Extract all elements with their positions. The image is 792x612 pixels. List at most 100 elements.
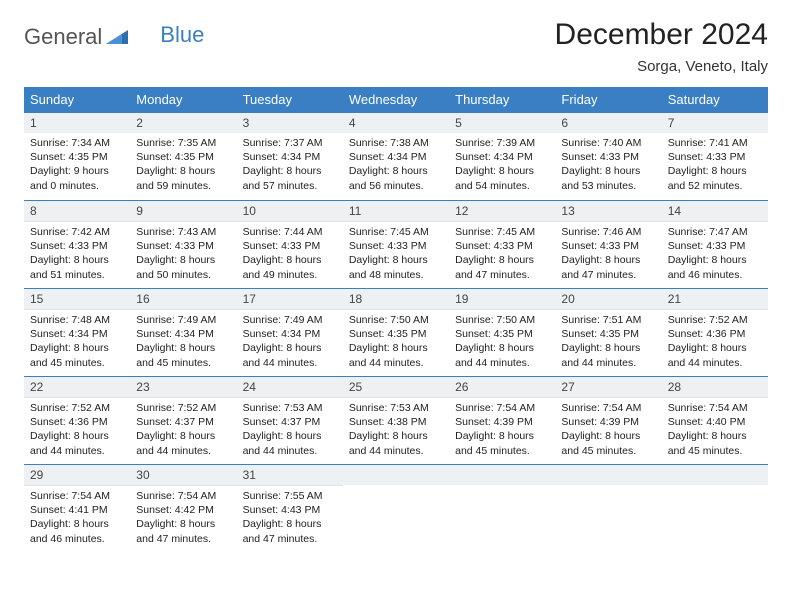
- daylight-line: Daylight: 8 hours and 59 minutes.: [136, 164, 230, 192]
- daylight-line: Daylight: 8 hours and 44 minutes.: [243, 429, 337, 457]
- sunrise-line: Sunrise: 7:47 AM: [668, 225, 762, 239]
- sunrise-line: Sunrise: 7:35 AM: [136, 136, 230, 150]
- calendar-table: Sunday Monday Tuesday Wednesday Thursday…: [24, 87, 768, 552]
- sunrise-line: Sunrise: 7:54 AM: [30, 489, 124, 503]
- calendar-cell: [662, 464, 768, 552]
- day-number: 23: [130, 376, 236, 398]
- day-details: Sunrise: 7:37 AMSunset: 4:34 PMDaylight:…: [237, 133, 343, 197]
- sunset-line: Sunset: 4:33 PM: [136, 239, 230, 253]
- sunset-line: Sunset: 4:33 PM: [668, 150, 762, 164]
- sunset-line: Sunset: 4:40 PM: [668, 415, 762, 429]
- day-number: 15: [24, 288, 130, 310]
- sunset-line: Sunset: 4:37 PM: [136, 415, 230, 429]
- day-number: 5: [449, 112, 555, 133]
- daylight-line: Daylight: 8 hours and 52 minutes.: [668, 164, 762, 192]
- day-details: Sunrise: 7:54 AMSunset: 4:40 PMDaylight:…: [662, 398, 768, 462]
- day-details: Sunrise: 7:44 AMSunset: 4:33 PMDaylight:…: [237, 222, 343, 286]
- day-details: Sunrise: 7:54 AMSunset: 4:39 PMDaylight:…: [449, 398, 555, 462]
- calendar-cell: 10Sunrise: 7:44 AMSunset: 4:33 PMDayligh…: [237, 200, 343, 288]
- daylight-line: Daylight: 8 hours and 54 minutes.: [455, 164, 549, 192]
- calendar-cell: 20 Sunrise: 7:51 AMSunset: 4:35 PMDayligh…: [555, 288, 661, 376]
- daylight-line: Daylight: 8 hours and 44 minutes.: [455, 341, 549, 369]
- sunset-line: Sunset: 4:35 PM: [561, 327, 655, 341]
- sunrise-line: Sunrise: 7:40 AM: [561, 136, 655, 150]
- sunrise-line: Sunrise: 7:53 AM: [243, 401, 337, 415]
- day-details: Sunrise: 7:55 AMSunset: 4:43 PMDaylight:…: [237, 486, 343, 550]
- day-number: 22: [24, 376, 130, 398]
- sunset-line: Sunset: 4:39 PM: [561, 415, 655, 429]
- day-number: 30: [130, 464, 236, 486]
- day-details: Sunrise: 7:40 AMSunset: 4:33 PMDaylight:…: [555, 133, 661, 197]
- sunrise-line: Sunrise: 7:51 AM: [561, 313, 655, 327]
- sunset-line: Sunset: 4:34 PM: [30, 327, 124, 341]
- calendar-page: General Blue December 2024 Sorga, Veneto…: [0, 0, 792, 552]
- daylight-line: Daylight: 8 hours and 56 minutes.: [349, 164, 443, 192]
- calendar-cell: 27Sunrise: 7:54 AMSunset: 4:39 PMDayligh…: [555, 376, 661, 464]
- sunrise-line: Sunrise: 7:53 AM: [349, 401, 443, 415]
- daylight-line: Daylight: 8 hours and 57 minutes.: [243, 164, 337, 192]
- day-details: Sunrise: 7:48 AMSunset: 4:34 PMDaylight:…: [24, 310, 130, 374]
- day-number: 29: [24, 464, 130, 486]
- day-number: 24: [237, 376, 343, 398]
- calendar-cell: 29Sunrise: 7:54 AMSunset: 4:41 PMDayligh…: [24, 464, 130, 552]
- calendar-cell: 3Sunrise: 7:37 AMSunset: 4:34 PMDaylight…: [237, 112, 343, 200]
- sunset-line: Sunset: 4:34 PM: [136, 327, 230, 341]
- sunrise-line: Sunrise: 7:34 AM: [30, 136, 124, 150]
- daylight-line: Daylight: 8 hours and 46 minutes.: [30, 517, 124, 545]
- day-details: Sunrise: 7:35 AMSunset: 4:35 PMDaylight:…: [130, 133, 236, 197]
- day-details: Sunrise: 7:41 AMSunset: 4:33 PMDaylight:…: [662, 133, 768, 197]
- calendar-cell: [555, 464, 661, 552]
- sunrise-line: Sunrise: 7:37 AM: [243, 136, 337, 150]
- sunrise-line: Sunrise: 7:44 AM: [243, 225, 337, 239]
- weekday-header-row: Sunday Monday Tuesday Wednesday Thursday…: [24, 87, 768, 112]
- day-details: Sunrise: 7:50 AMSunset: 4:35 PMDaylight:…: [449, 310, 555, 374]
- day-number: 20: [555, 288, 661, 310]
- daylight-line: Daylight: 8 hours and 53 minutes.: [561, 164, 655, 192]
- sunset-line: Sunset: 4:33 PM: [561, 239, 655, 253]
- sunset-line: Sunset: 4:43 PM: [243, 503, 337, 517]
- sunset-line: Sunset: 4:33 PM: [349, 239, 443, 253]
- sunrise-line: Sunrise: 7:42 AM: [30, 225, 124, 239]
- empty-day: [343, 464, 449, 485]
- day-number: 4: [343, 112, 449, 133]
- calendar-cell: 18Sunrise: 7:50 AMSunset: 4:35 PMDayligh…: [343, 288, 449, 376]
- daylight-line: Daylight: 8 hours and 46 minutes.: [668, 253, 762, 281]
- sunset-line: Sunset: 4:35 PM: [30, 150, 124, 164]
- calendar-cell: 8Sunrise: 7:42 AMSunset: 4:33 PMDaylight…: [24, 200, 130, 288]
- calendar-cell: 24Sunrise: 7:53 AMSunset: 4:37 PMDayligh…: [237, 376, 343, 464]
- day-details: Sunrise: 7:53 AMSunset: 4:37 PMDaylight:…: [237, 398, 343, 462]
- day-number: 31: [237, 464, 343, 486]
- weekday-header: Sunday: [24, 87, 130, 112]
- sunrise-line: Sunrise: 7:49 AM: [243, 313, 337, 327]
- calendar-cell: 28Sunrise: 7:54 AMSunset: 4:40 PMDayligh…: [662, 376, 768, 464]
- day-number: 25: [343, 376, 449, 398]
- day-number: 19: [449, 288, 555, 310]
- sunrise-line: Sunrise: 7:38 AM: [349, 136, 443, 150]
- daylight-line: Daylight: 8 hours and 45 minutes.: [561, 429, 655, 457]
- sunset-line: Sunset: 4:33 PM: [668, 239, 762, 253]
- page-subtitle: Sorga, Veneto, Italy: [555, 58, 768, 75]
- sunset-line: Sunset: 4:36 PM: [668, 327, 762, 341]
- calendar-row: 8Sunrise: 7:42 AMSunset: 4:33 PMDaylight…: [24, 200, 768, 288]
- day-details: Sunrise: 7:54 AMSunset: 4:39 PMDaylight:…: [555, 398, 661, 462]
- day-number: 28: [662, 376, 768, 398]
- calendar-cell: 7Sunrise: 7:41 AMSunset: 4:33 PMDaylight…: [662, 112, 768, 200]
- sunset-line: Sunset: 4:33 PM: [243, 239, 337, 253]
- empty-day: [449, 464, 555, 485]
- calendar-cell: [343, 464, 449, 552]
- day-number: 14: [662, 200, 768, 222]
- sunrise-line: Sunrise: 7:52 AM: [30, 401, 124, 415]
- sunset-line: Sunset: 4:33 PM: [455, 239, 549, 253]
- weekday-header: Tuesday: [237, 87, 343, 112]
- day-number: 18: [343, 288, 449, 310]
- daylight-line: Daylight: 8 hours and 45 minutes.: [668, 429, 762, 457]
- calendar-cell: 16Sunrise: 7:49 AMSunset: 4:34 PMDayligh…: [130, 288, 236, 376]
- daylight-line: Daylight: 8 hours and 44 minutes.: [561, 341, 655, 369]
- sunrise-line: Sunrise: 7:54 AM: [561, 401, 655, 415]
- day-number: 13: [555, 200, 661, 222]
- weekday-header: Friday: [555, 87, 661, 112]
- day-details: Sunrise: 7:38 AMSunset: 4:34 PMDaylight:…: [343, 133, 449, 197]
- calendar-cell: 9Sunrise: 7:43 AMSunset: 4:33 PMDaylight…: [130, 200, 236, 288]
- sunrise-line: Sunrise: 7:45 AM: [455, 225, 549, 239]
- sunrise-line: Sunrise: 7:49 AM: [136, 313, 230, 327]
